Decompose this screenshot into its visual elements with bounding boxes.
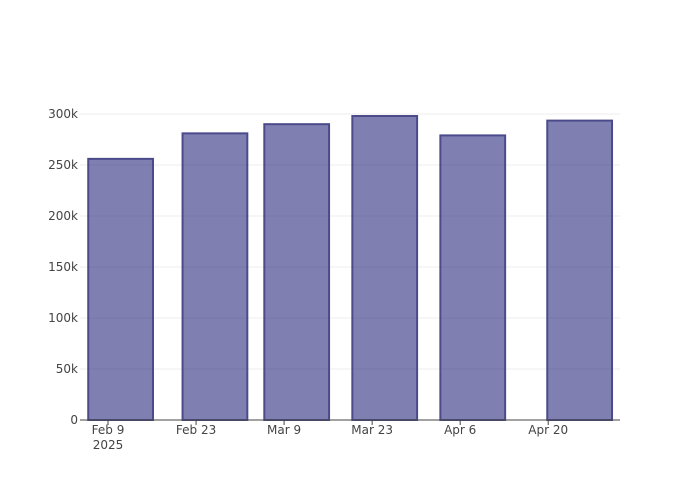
y-tick-label: 100k xyxy=(48,311,78,325)
y-tick-label: 200k xyxy=(48,209,78,223)
x-tick-label: Feb 23 xyxy=(176,423,216,437)
bar xyxy=(263,123,331,421)
x-tick-label: Mar 23 xyxy=(351,423,393,437)
x-tick-label: Apr 6 xyxy=(444,423,476,437)
y-tick-label: 150k xyxy=(48,260,78,274)
y-tick-label: 0 xyxy=(70,413,78,427)
bar xyxy=(87,157,154,421)
x-tick-label: Apr 20 xyxy=(528,423,568,437)
bar xyxy=(546,119,614,421)
x-tick-label: Mar 9 xyxy=(267,423,301,437)
bar xyxy=(351,115,419,422)
y-tick-label: 300k xyxy=(48,107,78,121)
bar xyxy=(181,132,249,421)
y-tick-label: 50k xyxy=(56,362,78,376)
x-tick-label: Feb 9 2025 xyxy=(92,423,125,452)
bar xyxy=(439,134,507,421)
y-tick-label: 250k xyxy=(48,158,78,172)
